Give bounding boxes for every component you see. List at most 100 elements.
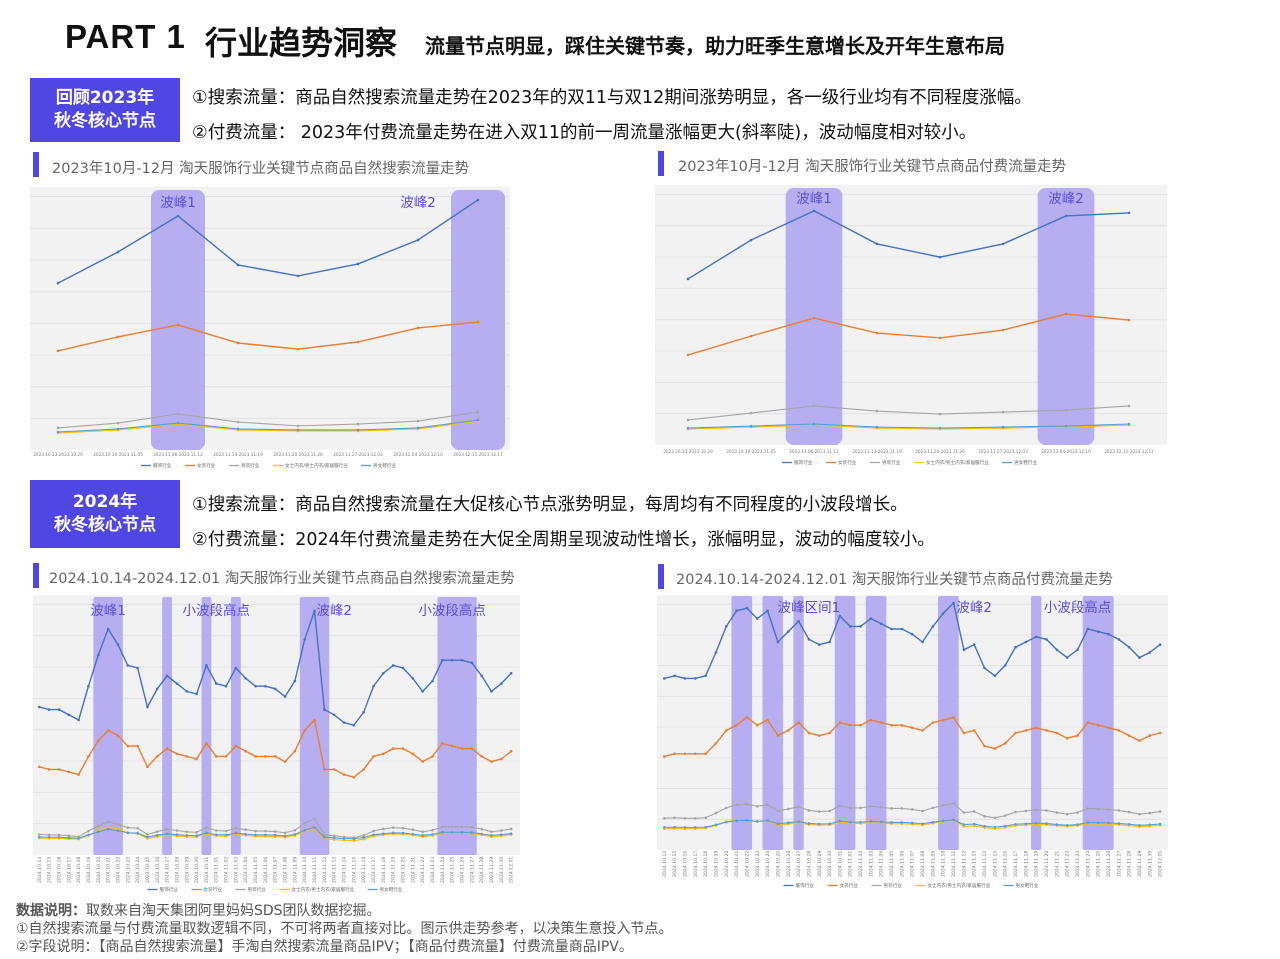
badge-2023-line1: 回顾2023年 xyxy=(55,88,155,108)
legend-item: 男女鞋行业 xyxy=(1016,882,1039,889)
data-point xyxy=(938,336,942,340)
data-point xyxy=(56,349,60,353)
data-point xyxy=(745,716,749,719)
data-point xyxy=(96,824,100,828)
data-point xyxy=(77,718,80,722)
data-point xyxy=(136,831,139,835)
data-point xyxy=(1107,821,1110,825)
badge-2024: 2024年 秋冬核心节点 xyxy=(30,480,180,548)
data-point xyxy=(234,826,238,830)
highlight-band xyxy=(1037,188,1095,445)
x-tick-label: 2023.11.06-2023.11.12 xyxy=(153,452,203,457)
data-point xyxy=(1045,638,1048,641)
data-point xyxy=(236,341,240,345)
data-point xyxy=(838,721,842,724)
annotation-label: 波峰2 xyxy=(400,195,436,211)
x-tick-label: 2024.10.26 xyxy=(786,851,792,877)
data-point xyxy=(416,326,420,330)
data-point xyxy=(116,734,120,737)
series-line-1 xyxy=(687,313,1130,356)
data-point xyxy=(766,803,769,807)
x-tick-label: 2024.10.25 xyxy=(775,851,781,877)
data-point xyxy=(869,617,873,620)
data-point xyxy=(962,811,966,814)
data-point xyxy=(1107,808,1110,811)
data-point xyxy=(735,803,738,807)
data-point xyxy=(828,809,831,813)
data-point xyxy=(828,640,831,644)
data-point xyxy=(1127,211,1131,215)
data-point xyxy=(686,426,690,430)
data-point xyxy=(900,807,904,810)
x-tick-label: 2024.11.17 xyxy=(371,857,377,883)
insight-2023-paid: ②付费流量： 2023年付费流量走势在进入双11的前一周流量涨幅更大(斜率陡)，… xyxy=(192,123,977,143)
legend-item: 女装行业 xyxy=(840,882,859,889)
x-tick-label: 2024.10.14 xyxy=(37,857,43,883)
series-line-0 xyxy=(687,210,1130,280)
data-point xyxy=(1055,731,1059,735)
x-tick-label: 2024.10.16 xyxy=(56,857,62,883)
data-point xyxy=(146,765,149,769)
data-point xyxy=(293,828,297,832)
data-point xyxy=(1127,404,1131,408)
data-point xyxy=(828,822,831,826)
data-point xyxy=(185,755,189,758)
x-tick-label: 2024.11.25 xyxy=(1096,851,1102,877)
data-point xyxy=(921,640,924,644)
data-point xyxy=(1024,809,1028,813)
data-point xyxy=(776,809,780,813)
data-point xyxy=(993,825,997,829)
data-point xyxy=(797,820,800,823)
x-tick-label: 2024.10.31 xyxy=(837,851,843,877)
x-tick-label: 2023.11.13-2023.11.19 xyxy=(213,452,263,457)
data-point xyxy=(1127,318,1131,322)
highlight-band xyxy=(762,596,784,850)
data-point xyxy=(185,830,189,834)
chart-2024-search: 波峰1 小波段高点 波峰2 小波段高点 2024.10.14 2024.10.15 2024… xyxy=(33,595,520,898)
x-tick-label: 2024.10.14 xyxy=(662,851,668,877)
data-point xyxy=(126,744,130,748)
x-tick-label: 2024.10.28 xyxy=(174,857,180,883)
data-point xyxy=(683,826,687,829)
data-point xyxy=(879,721,883,724)
data-point xyxy=(431,828,434,832)
highlight-band xyxy=(201,597,212,855)
x-tick-label: 2024.11.01 xyxy=(848,851,854,877)
data-point xyxy=(67,836,71,840)
data-point xyxy=(921,729,924,732)
x-tick-label: 2023.10.30-2023.11.05 xyxy=(93,452,143,457)
x-tick-label: 2024.11.15 xyxy=(351,857,357,883)
data-point xyxy=(869,805,873,808)
chart-2023-search: 波峰1 波峰2 2023.10.23-2023.10.29 2023.10.30-20… xyxy=(30,187,510,472)
x-tick-label: 2023.11.20-2023.11.26 xyxy=(273,452,323,457)
data-point xyxy=(704,674,707,678)
data-point xyxy=(342,773,346,776)
data-point xyxy=(195,834,198,837)
x-tick-label: 2024.10.26 xyxy=(155,857,161,883)
data-point xyxy=(342,837,346,840)
highlight-band xyxy=(938,596,959,850)
data-point xyxy=(766,718,769,722)
data-point xyxy=(683,816,687,820)
data-point xyxy=(509,827,513,831)
data-point xyxy=(786,821,790,824)
data-point xyxy=(38,765,41,769)
data-point xyxy=(87,755,90,758)
data-point xyxy=(234,744,238,748)
data-point xyxy=(848,806,852,810)
data-point xyxy=(296,347,300,351)
data-point xyxy=(848,820,852,824)
data-point xyxy=(303,821,307,825)
data-point xyxy=(952,818,955,822)
notes-line-2: ②字段说明：【商品自然搜索流量】手淘自然搜索流量商品IPV；【商品付费流量】付费… xyxy=(16,939,633,955)
x-tick-label: 2024.11.16 xyxy=(361,857,367,883)
x-tick-label: 2024.12.01 xyxy=(1158,851,1164,877)
x-tick-label: 2024.11.11 xyxy=(951,851,957,877)
data-point xyxy=(254,755,257,758)
data-point xyxy=(749,334,753,338)
data-point xyxy=(972,824,976,828)
data-point xyxy=(786,630,790,633)
data-point xyxy=(663,677,666,680)
data-point xyxy=(1034,821,1038,825)
